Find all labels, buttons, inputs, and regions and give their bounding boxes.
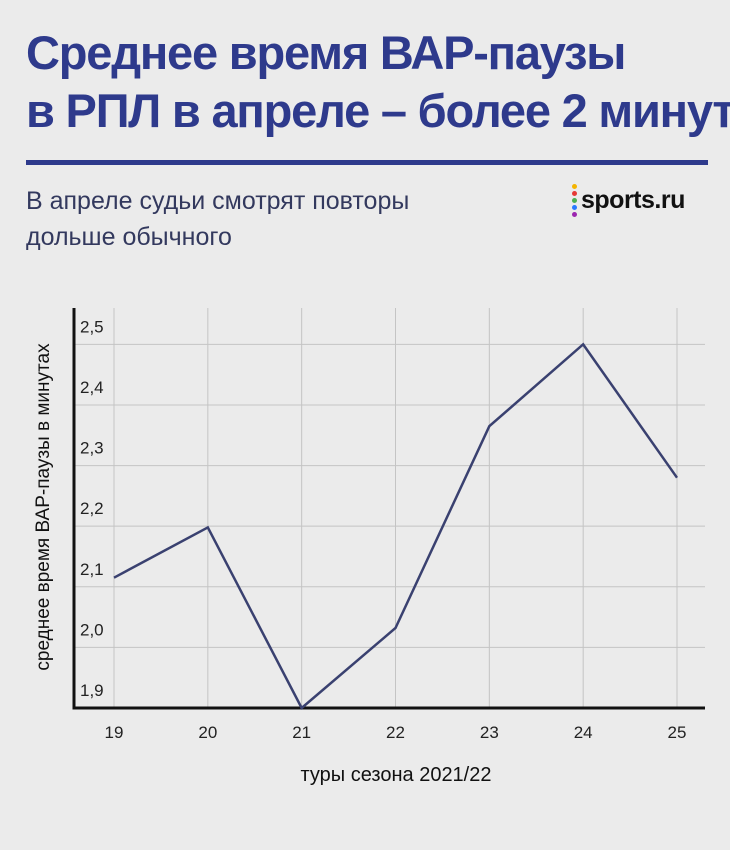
logo-dot [572, 190, 577, 196]
series-line [113, 342, 679, 710]
logo-dot [572, 204, 577, 210]
y-tick-label: 2,2 [80, 499, 104, 518]
series-group [113, 342, 679, 710]
x-tick-label: 20 [198, 723, 217, 742]
logo-dot [572, 197, 577, 203]
chart-title: Среднее время ВАР-паузы в РПЛ в апреле –… [26, 24, 730, 140]
x-tick-label: 21 [292, 723, 311, 742]
x-tick-label: 19 [105, 723, 124, 742]
y-axis-label: среднее время ВАР-паузы в минутах [33, 343, 54, 671]
brand-name: sports.ru [581, 185, 685, 214]
x-tick-label: 24 [574, 723, 593, 742]
y-tick-label: 2,1 [80, 560, 104, 579]
logo-dot [572, 211, 577, 217]
y-tick-label: 2,3 [80, 439, 104, 458]
chart-subtitle: В апреле судьи смотрят повторы дольше об… [26, 183, 506, 255]
logo-dots-icon [572, 183, 577, 217]
title-line-1: Среднее время ВАР-паузы [26, 26, 626, 79]
chart-axes [72, 308, 705, 710]
sports-ru-logo: sports.ru [572, 182, 685, 218]
subtitle-line-1: В апреле судьи смотрят повторы [26, 187, 410, 215]
subtitle-line-2: дольше обычного [26, 223, 232, 251]
x-tick-label: 23 [480, 723, 499, 742]
y-tick-label: 1,9 [80, 681, 104, 700]
grid-lines [74, 308, 705, 708]
title-line-2: в РПЛ в апреле – более 2 минут [26, 84, 730, 137]
x-tick-labels: 19 20 21 22 23 24 25 [105, 723, 687, 742]
title-divider [26, 160, 708, 165]
y-tick-labels: 1,9 2,0 2,1 2,2 2,3 2,4 2,5 [80, 317, 104, 700]
logo-dot [572, 183, 577, 189]
x-axis-label: туры сезона 2021/22 [301, 764, 492, 786]
x-tick-label: 25 [668, 723, 687, 742]
y-tick-label: 2,0 [80, 620, 104, 639]
x-tick-label: 22 [386, 723, 405, 742]
y-tick-label: 2,4 [80, 378, 104, 397]
y-tick-label: 2,5 [80, 317, 104, 336]
